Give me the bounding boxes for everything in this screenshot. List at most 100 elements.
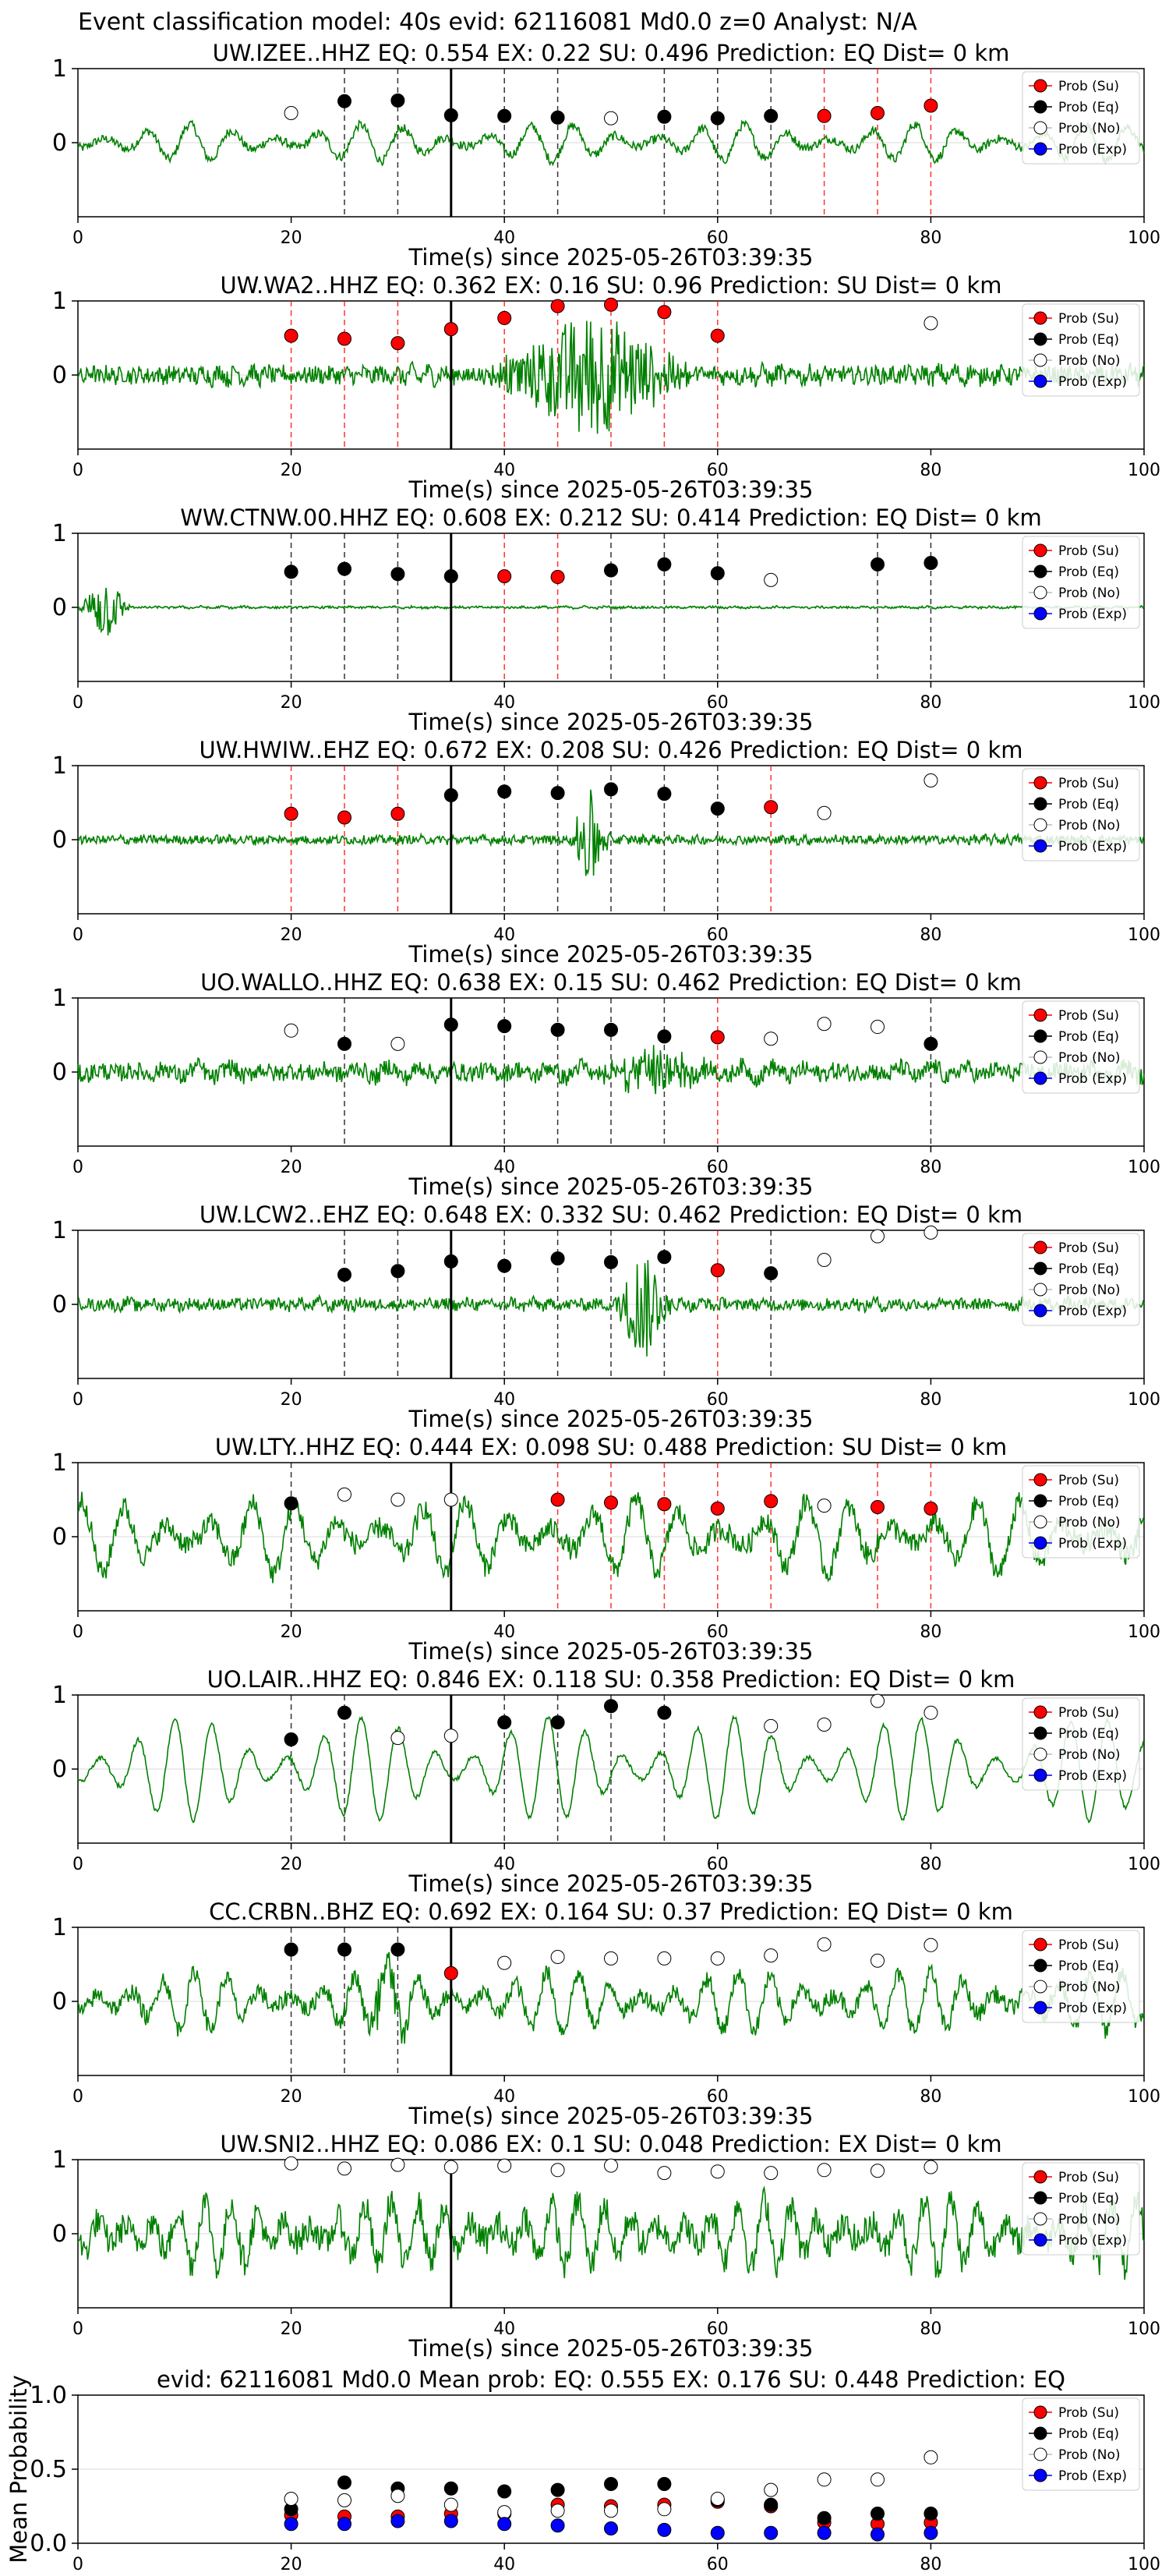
prob-point-eq: [284, 1732, 298, 1746]
legend-label: Prob (Su): [1058, 1705, 1119, 1721]
x-tick-label: 40: [493, 693, 515, 713]
x-tick-label: 60: [707, 228, 729, 248]
legend-marker: [1033, 1747, 1047, 1761]
legend-box: [1022, 1465, 1140, 1559]
waveform-trace: [77, 2185, 1145, 2281]
prob-point-no: [924, 1225, 938, 1240]
prob-point-eq: [604, 782, 618, 797]
y-tick-label: 1: [52, 1217, 67, 1244]
prob-point-eq: [443, 788, 458, 802]
prob-point-eq: [604, 1022, 618, 1037]
legend-label: Prob (Eq): [1058, 1959, 1119, 1974]
prob-point-no: [871, 1693, 885, 1708]
legend-label: Prob (Su): [1058, 2405, 1119, 2421]
x-tick-label: 60: [707, 2319, 729, 2339]
legend-label: Prob (Exp): [1058, 1536, 1127, 1552]
waveform-trace: [77, 1491, 1145, 1583]
prob-point-su: [710, 328, 725, 343]
legend-marker: [1033, 586, 1047, 600]
legend-box: [1022, 768, 1140, 862]
mean-point-no: [657, 2502, 672, 2517]
legend-box: [1022, 2162, 1140, 2256]
x-tick-label: 100: [1128, 461, 1160, 480]
legend-label: Prob (Exp): [1058, 2468, 1127, 2484]
legend-label: Prob (Su): [1058, 1008, 1119, 1024]
prob-point-no: [443, 2160, 458, 2174]
prob-point-no: [817, 1718, 832, 1732]
legend-box: [1022, 1000, 1140, 1094]
prob-point-eq: [764, 1266, 779, 1281]
legend-label: Prob (Eq): [1058, 2426, 1119, 2442]
legend-marker: [1033, 1008, 1047, 1022]
prob-point-eq: [284, 1942, 298, 1957]
panel-title: UW.LCW2..EHZ EQ: 0.648 EX: 0.332 SU: 0.4…: [200, 1201, 1022, 1228]
prob-point-su: [497, 569, 512, 584]
x-tick-label: 80: [920, 925, 941, 945]
prob-point-eq: [550, 786, 565, 801]
x-tick-label: 100: [1128, 1855, 1160, 1874]
x-tick-label: 100: [1128, 2319, 1160, 2339]
legend-label: Prob (No): [1058, 121, 1121, 136]
waveform-trace: [77, 119, 1145, 167]
y-tick-label: 1: [52, 55, 67, 83]
y-tick-label: 0: [52, 129, 67, 157]
mean-point-no: [443, 2497, 458, 2512]
x-tick-label: 60: [707, 461, 729, 480]
prob-point-su: [443, 322, 458, 337]
prob-point-no: [924, 1937, 938, 1952]
prob-point-no: [710, 2164, 725, 2179]
prob-point-eq: [657, 1250, 672, 1265]
mean-point-exp: [604, 2521, 618, 2535]
x-tick-label: 60: [707, 1855, 729, 1874]
legend-label: Prob (Su): [1058, 1473, 1119, 1488]
mean-point-exp: [284, 2517, 298, 2532]
legend-label: Prob (Exp): [1058, 2001, 1127, 2016]
legend-marker: [1033, 1050, 1047, 1064]
prob-point-no: [657, 1951, 672, 1966]
prob-point-no: [764, 572, 779, 587]
mean-point-exp: [443, 2514, 458, 2528]
mean-point-exp: [764, 2525, 779, 2540]
prob-point-no: [817, 1499, 832, 1513]
prob-point-su: [604, 297, 618, 312]
legend-marker: [1033, 818, 1047, 832]
prob-point-no: [390, 1731, 405, 1746]
prob-point-no: [284, 106, 298, 120]
prob-point-eq: [657, 787, 672, 801]
prob-point-su: [390, 336, 405, 351]
station-panel: UW.IZEE..HHZ EQ: 0.554 EX: 0.22 SU: 0.49…: [52, 40, 1160, 271]
legend-label: Prob (Exp): [1058, 1768, 1127, 1784]
mean-prob-panel: evid: 62116081 Md0.0 Mean prob: EQ: 0.55…: [5, 2366, 1160, 2574]
legend-box: [1022, 71, 1140, 165]
figure-suptitle: Event classification model: 40s evid: 62…: [78, 9, 917, 36]
mean-point-no: [817, 2472, 832, 2487]
station-panel: UO.WALLO..HHZ EQ: 0.638 EX: 0.15 SU: 0.4…: [52, 969, 1160, 1200]
legend-marker: [1033, 776, 1047, 790]
prob-point-eq: [604, 1699, 618, 1714]
x-axis-label: Time(s) since 2025-05-26T03:39:35: [408, 1406, 814, 1432]
legend-label: Prob (No): [1058, 1515, 1121, 1530]
prob-point-no: [764, 2166, 779, 2181]
mean-point-exp: [871, 2527, 885, 2542]
x-tick-label: 100: [1128, 1158, 1160, 1177]
prob-point-su: [710, 1263, 725, 1278]
prob-point-su: [764, 800, 779, 815]
mean-point-eq: [657, 2477, 672, 2491]
prob-point-no: [497, 1955, 512, 1970]
prob-point-eq: [337, 561, 351, 576]
prob-point-no: [443, 1729, 458, 1743]
legend-marker: [1033, 2468, 1047, 2482]
mean-point-eq: [924, 2507, 938, 2521]
prob-point-su: [390, 806, 405, 821]
prob-point-eq: [337, 1036, 351, 1051]
y-tick-label: 0: [52, 2220, 67, 2248]
legend-box: [1022, 1233, 1140, 1326]
y-tick-label: 0: [52, 1523, 67, 1551]
panel-title: UW.HWIW..EHZ EQ: 0.672 EX: 0.208 SU: 0.4…: [200, 737, 1023, 763]
legend-label: Prob (Exp): [1058, 839, 1127, 855]
legend-label: Prob (Eq): [1058, 2191, 1119, 2206]
x-axis-label: Time(s) since 2025-05-26T03:39:35: [408, 2335, 814, 2362]
y-tick-label: 0: [52, 826, 67, 854]
legend-label: Prob (Eq): [1058, 797, 1119, 812]
legend-label: Prob (Eq): [1058, 1261, 1119, 1277]
